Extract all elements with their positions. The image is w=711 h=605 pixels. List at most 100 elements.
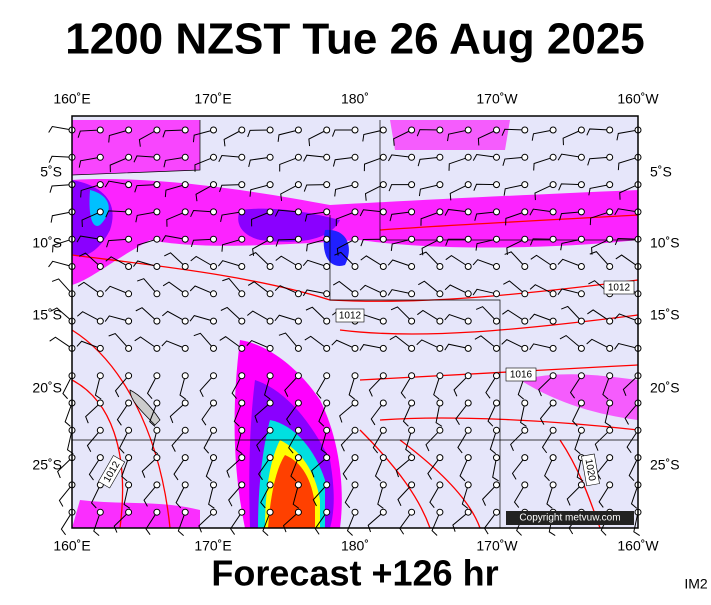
station (351, 454, 359, 462)
station (238, 454, 246, 462)
wind-barb (433, 375, 441, 400)
wind-barb (311, 457, 328, 478)
wind-barb (344, 484, 356, 509)
wind-barb (275, 238, 299, 247)
station (379, 235, 387, 243)
wind-barb (363, 156, 384, 172)
station (125, 317, 133, 325)
wind-barb (529, 343, 554, 350)
station (408, 508, 416, 516)
station (493, 263, 500, 270)
wind-barb (108, 129, 129, 143)
station (125, 399, 133, 407)
station (351, 263, 359, 270)
station (606, 372, 614, 380)
station (294, 290, 302, 298)
station (266, 317, 274, 325)
station (153, 153, 161, 161)
wind-barb (487, 402, 497, 427)
wind-barb (529, 208, 554, 216)
wind-barb (598, 484, 611, 508)
wind-barb (162, 129, 186, 138)
wind-barb (472, 153, 497, 161)
station (577, 290, 585, 298)
station (549, 372, 557, 380)
station (266, 426, 274, 434)
wind-barb (219, 184, 242, 193)
station (521, 399, 529, 407)
station (549, 153, 557, 161)
lon-label: 160˚W (617, 91, 659, 107)
wind-barb (359, 344, 384, 351)
station (266, 290, 274, 298)
wind-barb (616, 129, 639, 141)
wind-barb (346, 512, 356, 536)
station (436, 153, 444, 161)
wind-barb (630, 484, 639, 509)
station (125, 208, 133, 216)
wind-barb (62, 375, 73, 400)
wind-barb (421, 238, 441, 256)
wind-barb (141, 457, 158, 478)
wind-barb (164, 252, 186, 267)
wind-barb (444, 314, 469, 322)
wind-barb (334, 251, 356, 267)
wind-barb (586, 128, 610, 136)
wind-barb (485, 375, 497, 399)
station (96, 181, 104, 189)
map-frame (71, 115, 639, 529)
station (181, 372, 189, 380)
wind-barb (292, 484, 300, 509)
isobar-label: 1016 (510, 370, 533, 381)
wind-barb (557, 258, 582, 267)
station (238, 263, 246, 270)
station (96, 426, 104, 434)
station (238, 426, 246, 434)
station (181, 317, 189, 325)
wind-barb (135, 211, 157, 223)
station (210, 153, 217, 161)
map-title: 1200 NZST Tue 26 Aug 2025 (65, 15, 645, 64)
wind-barb (104, 315, 129, 322)
station (493, 454, 500, 462)
isobar-label: 1012 (339, 311, 362, 322)
wind-barb (64, 402, 73, 427)
wind-barb (220, 306, 243, 322)
wind-barb (502, 156, 525, 166)
station (266, 126, 274, 134)
wind-barb (164, 184, 186, 198)
station (493, 290, 500, 298)
wind-barb (619, 184, 639, 200)
station (153, 290, 161, 298)
copyright-box (506, 511, 634, 525)
wind-barb (279, 156, 299, 172)
station (323, 263, 331, 270)
station (577, 317, 585, 325)
lat-label: 5˚S (40, 164, 62, 180)
station (210, 290, 217, 298)
wind-barb (416, 339, 441, 349)
station (577, 181, 585, 189)
wind-barb (562, 129, 582, 146)
station (238, 481, 246, 489)
wind-barb (162, 310, 186, 322)
wind-barb (248, 156, 271, 168)
wind-barb (477, 129, 497, 146)
wind-barb (387, 259, 412, 267)
station (323, 481, 331, 489)
wind-barb (90, 484, 101, 509)
station (379, 263, 387, 270)
station (521, 181, 529, 189)
station (464, 181, 472, 189)
station (606, 426, 614, 434)
wind-barb (304, 211, 327, 222)
station (351, 344, 359, 352)
wind-barb (308, 129, 327, 147)
wind-barb (277, 129, 299, 142)
station (408, 372, 416, 380)
station (238, 126, 246, 134)
wind-barb (332, 280, 356, 295)
wind-barb (457, 430, 469, 454)
isobar-label: 1020 (583, 458, 598, 482)
wind-barb (78, 252, 101, 267)
